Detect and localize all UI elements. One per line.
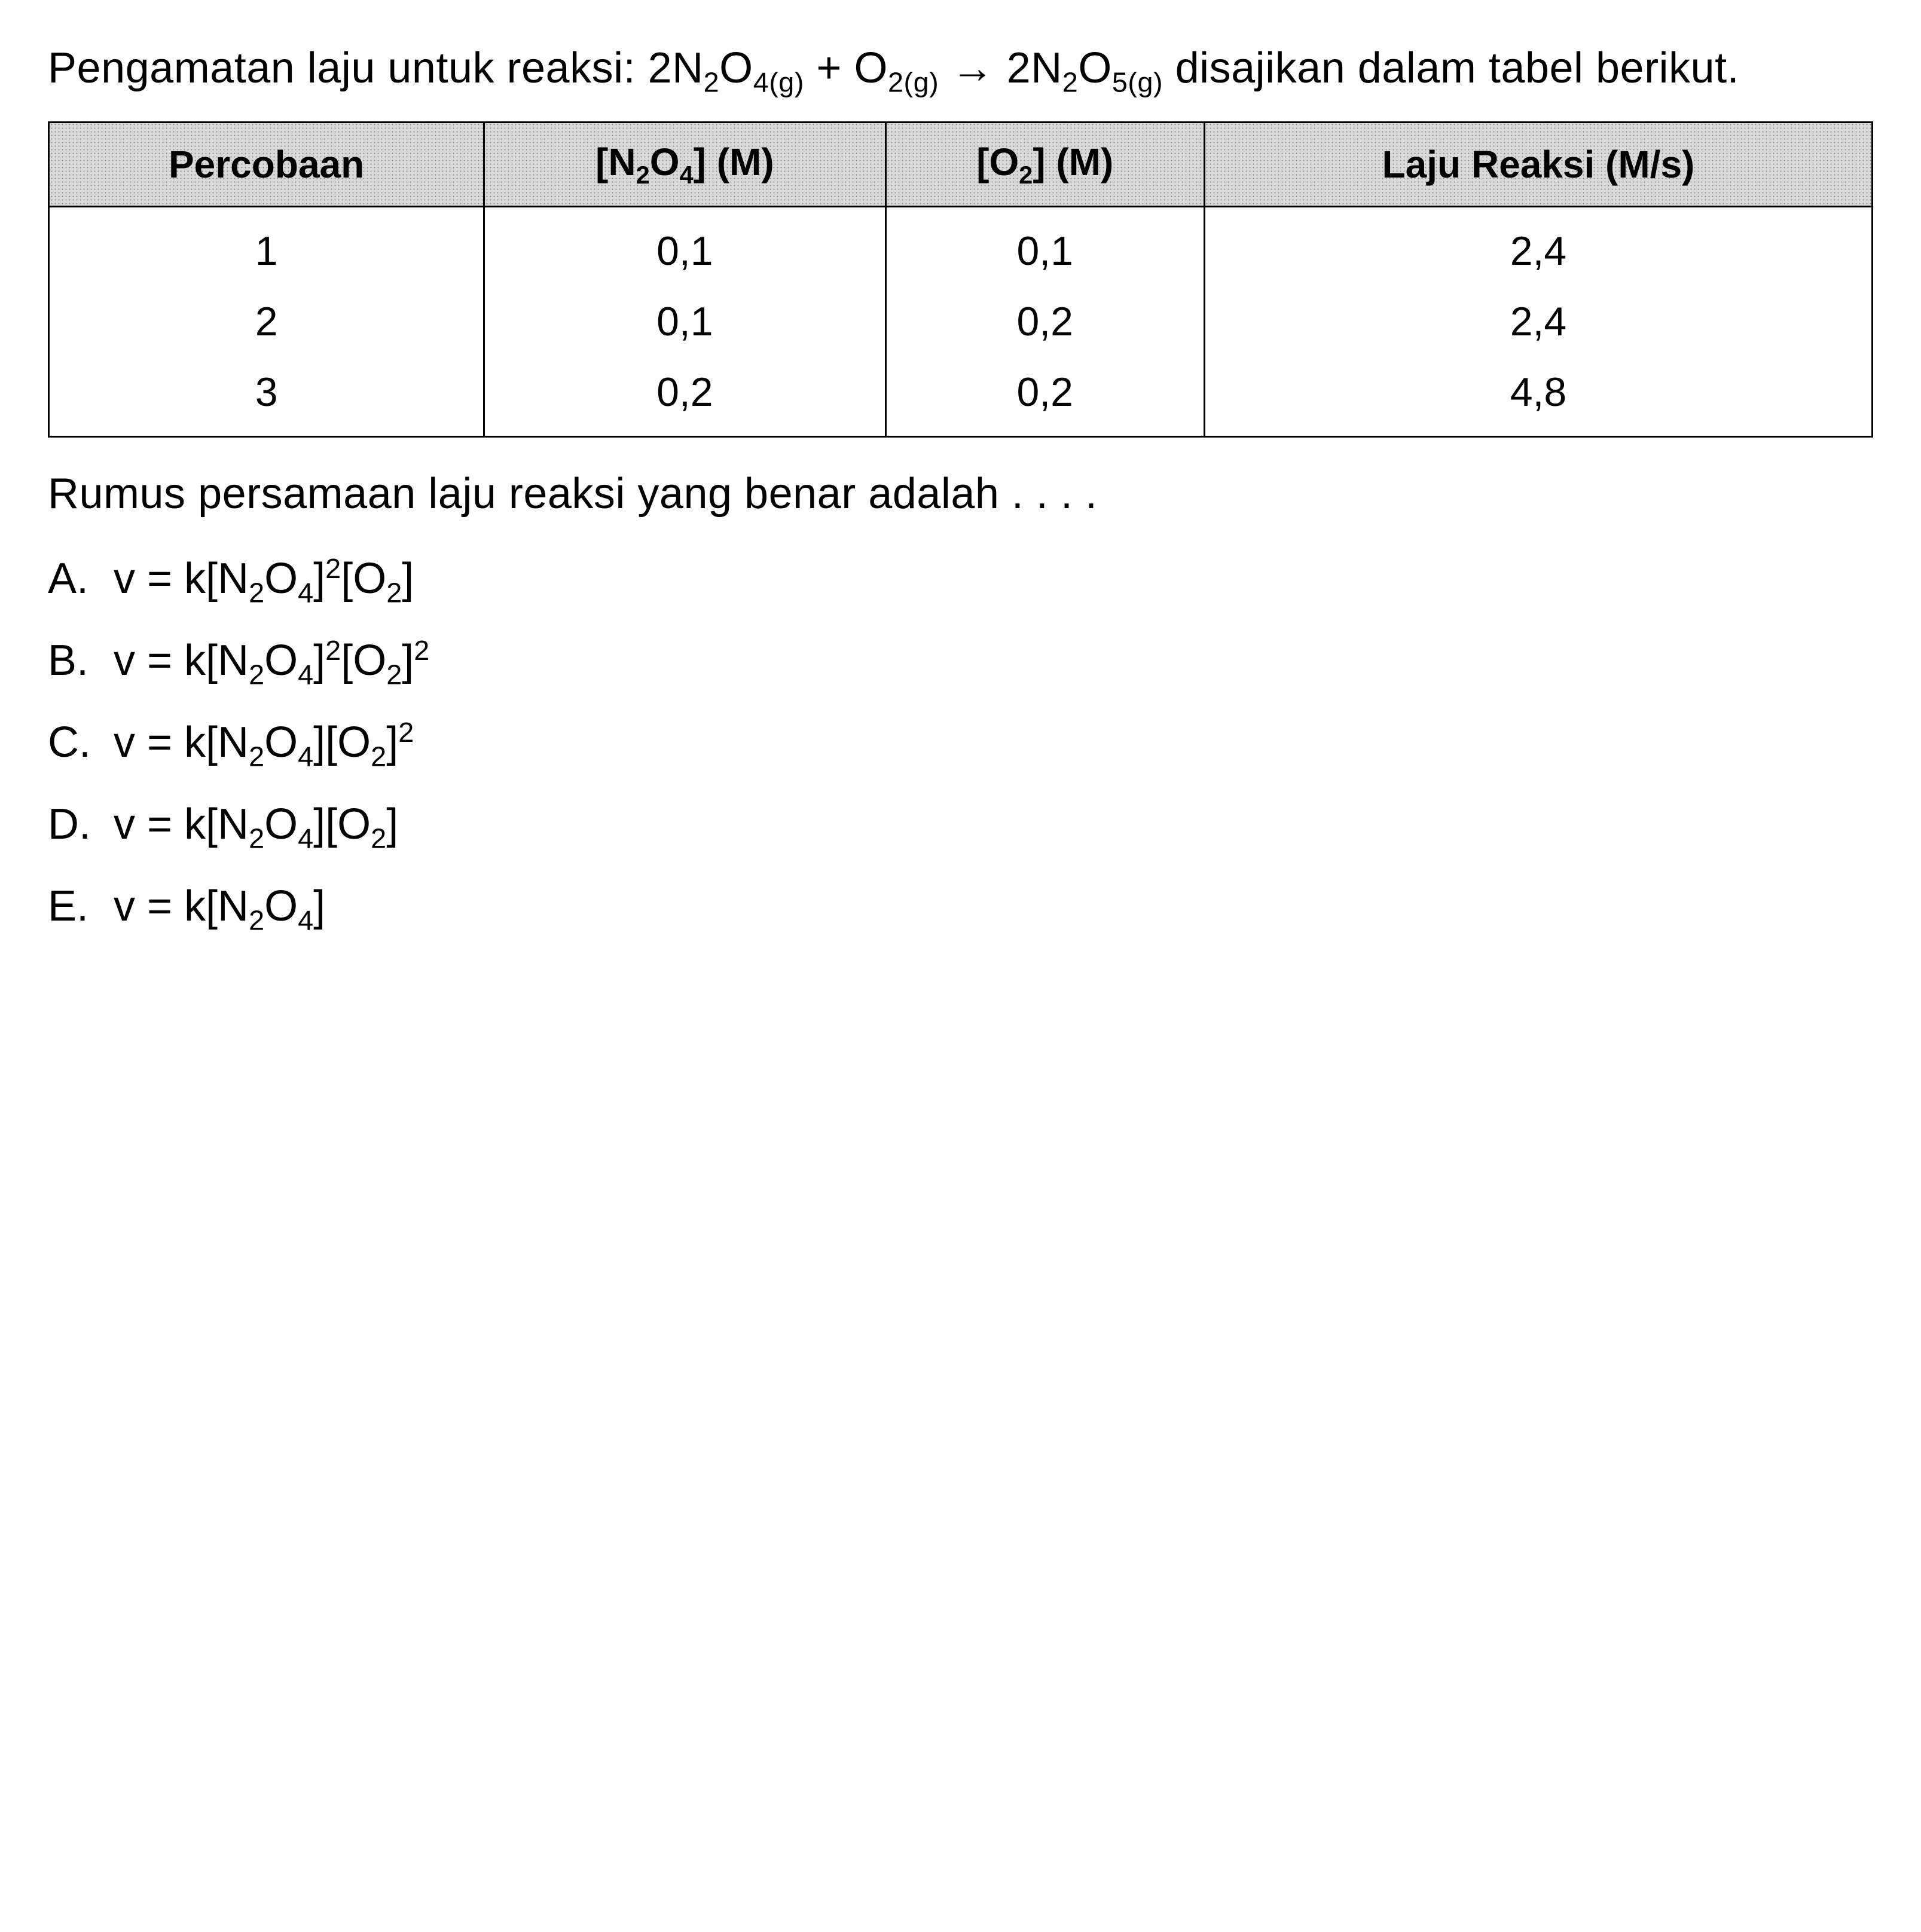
option-letter: C. (48, 702, 114, 784)
option-formula: v = k[N2O4][O2]2 (114, 702, 414, 784)
data-table: Percobaan [N2O4] (M) [O2] (M) Laju Reaks… (48, 121, 1873, 438)
question-text: Rumus persamaan laju reaksi yang benar a… (48, 461, 1873, 526)
plus-sign: + (804, 44, 854, 92)
option-formula: v = k[N2O4] (114, 866, 325, 947)
cell-o2: 0,2 (885, 286, 1204, 357)
cell-o2: 0,1 (885, 207, 1204, 287)
table-row: 2 0,1 0,2 2,4 (49, 286, 1873, 357)
cell-laju: 4,8 (1204, 357, 1872, 437)
cell-n2o4: 0,2 (484, 357, 885, 437)
col-header-laju: Laju Reaksi (M/s) (1204, 122, 1872, 207)
option-e: E. v = k[N2O4] (48, 866, 1873, 947)
answer-options: A. v = k[N2O4]2[O2] B. v = k[N2O4]2[O2]2… (48, 538, 1873, 947)
option-c: C. v = k[N2O4][O2]2 (48, 702, 1873, 784)
reactant-2: O2(g) (854, 44, 939, 92)
option-letter: E. (48, 866, 114, 947)
col-header-percobaan: Percobaan (49, 122, 484, 207)
table-row: 1 0,1 0,1 2,4 (49, 207, 1873, 287)
intro-tail: disajikan dalam tabel berikut. (1163, 44, 1739, 92)
option-d: D. v = k[N2O4][O2] (48, 784, 1873, 866)
col-header-o2: [O2] (M) (885, 122, 1204, 207)
arrow-icon: → (939, 44, 1007, 92)
cell-percobaan: 2 (49, 286, 484, 357)
cell-percobaan: 1 (49, 207, 484, 287)
cell-o2: 0,2 (885, 357, 1204, 437)
option-letter: D. (48, 784, 114, 866)
cell-laju: 2,4 (1204, 286, 1872, 357)
option-formula: v = k[N2O4]2[O2] (114, 538, 414, 620)
cell-laju: 2,4 (1204, 207, 1872, 287)
reactant-1: 2N2O4(g) (648, 44, 804, 92)
option-a: A. v = k[N2O4]2[O2] (48, 538, 1873, 620)
table-header-row: Percobaan [N2O4] (M) [O2] (M) Laju Reaks… (49, 122, 1873, 207)
table-row: 3 0,2 0,2 4,8 (49, 357, 1873, 437)
option-b: B. v = k[N2O4]2[O2]2 (48, 620, 1873, 702)
option-letter: A. (48, 538, 114, 620)
option-formula: v = k[N2O4][O2] (114, 784, 398, 866)
intro-text: Pengamatan laju untuk reaksi: (48, 44, 648, 92)
option-formula: v = k[N2O4]2[O2]2 (114, 620, 429, 702)
cell-percobaan: 3 (49, 357, 484, 437)
product: 2N2O5(g) (1007, 44, 1163, 92)
col-header-n2o4: [N2O4] (M) (484, 122, 885, 207)
cell-n2o4: 0,1 (484, 207, 885, 287)
cell-n2o4: 0,1 (484, 286, 885, 357)
option-letter: B. (48, 620, 114, 702)
problem-intro: Pengamatan laju untuk reaksi: 2N2O4(g) +… (48, 36, 1873, 103)
